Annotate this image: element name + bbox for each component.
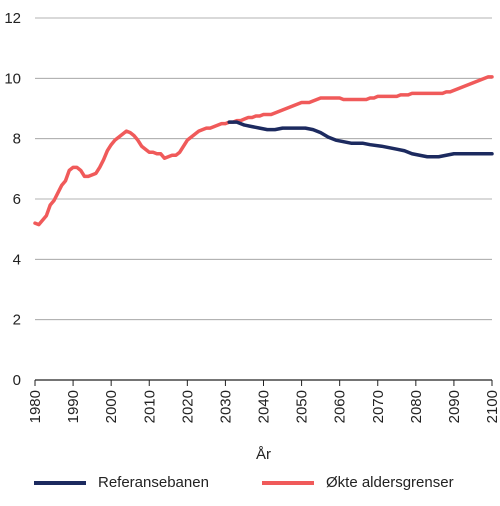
gridlines [35, 17, 492, 381]
y-axis-ticks: 0 2 4 6 8 10 12 [4, 10, 21, 389]
legend: Referansebanen Økte aldersgrenser [0, 474, 500, 498]
y-tick-label: 0 [13, 372, 21, 389]
x-tick-label: 2080 [408, 390, 425, 423]
legend-swatch-okte-aldersgrenser [262, 480, 314, 485]
x-axis-ticks: 1980 1990 2000 2010 2020 2030 2040 2050 2060 2070… [27, 380, 500, 423]
x-tick-label: 1990 [65, 390, 82, 423]
x-tick-label: 2040 [256, 390, 273, 423]
x-tick-label: 2050 [294, 390, 311, 423]
legend-label-referansebanen: Referansebanen [98, 474, 209, 491]
x-tick-label: 2000 [103, 390, 120, 423]
legend-item-referansebanen: Referansebanen [34, 474, 209, 491]
x-tick-label: 2030 [217, 390, 234, 423]
y-tick-label: 12 [4, 10, 21, 27]
y-tick-label: 4 [13, 251, 21, 268]
y-tick-label: 2 [13, 312, 21, 329]
series-lines [33, 75, 494, 227]
x-tick-label: 2020 [179, 390, 196, 423]
x-tick-label: 2060 [332, 390, 349, 423]
x-tick-label: 2100 [484, 390, 500, 423]
x-tick-label: 2090 [446, 390, 463, 423]
legend-label-okte-aldersgrenser: Økte aldersgrenser [326, 474, 454, 491]
series-line-okte-aldersgrenser [33, 75, 494, 227]
x-axis-label: År [256, 446, 271, 463]
y-tick-label: 10 [4, 70, 21, 87]
x-tick-label: 2070 [370, 390, 387, 423]
x-tick-label: 2010 [141, 390, 158, 423]
series-line-referansebanen [227, 120, 494, 159]
y-tick-label: 6 [13, 191, 21, 208]
x-tick-label: 1980 [27, 390, 44, 423]
legend-item-okte-aldersgrenser: Økte aldersgrenser [262, 474, 454, 491]
y-tick-label: 8 [13, 131, 21, 148]
line-chart: 0 2 4 6 8 10 12 1980 1990 2000 2010 2020 2030 2040 20… [4, 10, 500, 463]
legend-swatch-referansebanen [34, 480, 86, 485]
